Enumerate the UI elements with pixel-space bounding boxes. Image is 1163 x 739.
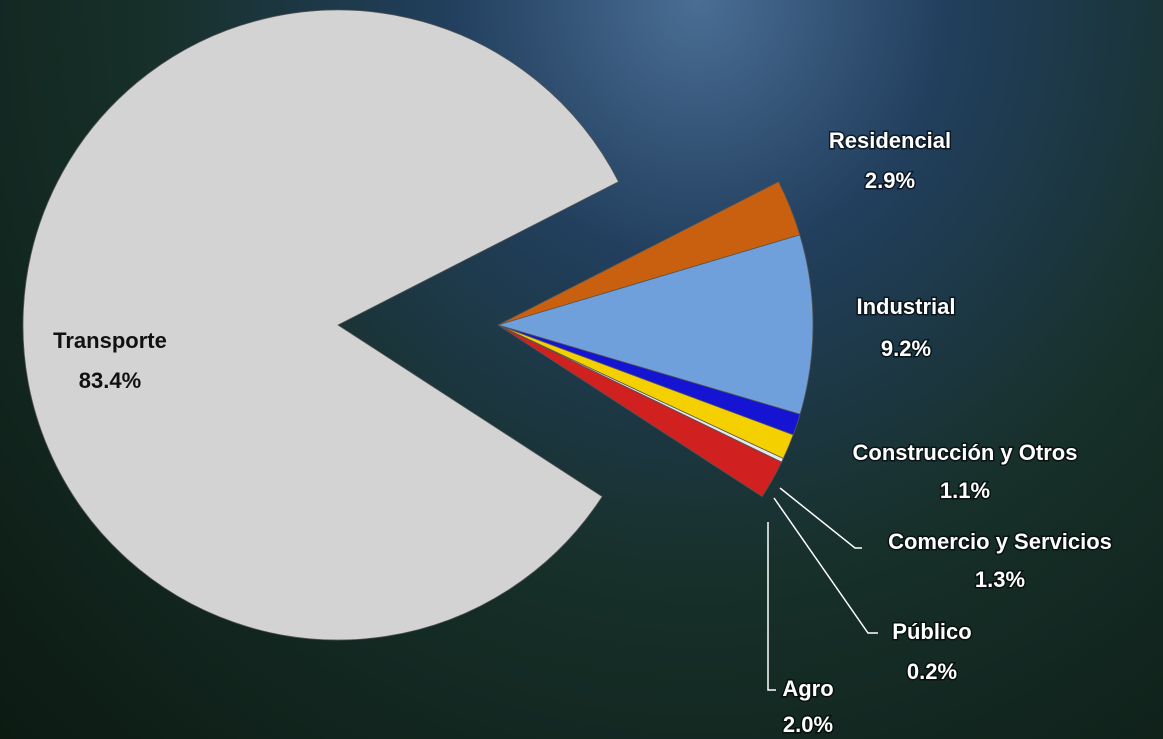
slice-value-label: 1.3%	[975, 567, 1025, 592]
slice-label: Industrial	[856, 294, 955, 319]
slice-label: Público	[892, 619, 971, 644]
slice-label: Agro	[782, 676, 833, 701]
slice-label: Construcción y Otros	[853, 440, 1078, 465]
leader-line	[779, 487, 862, 549]
slice-value-label: 83.4%	[79, 368, 141, 393]
leader-line	[773, 497, 878, 634]
slice-label: Comercio y Servicios	[888, 529, 1112, 554]
slice-value-label: 2.0%	[783, 712, 833, 737]
slice-value-label: 9.2%	[881, 336, 931, 361]
slice-value-label: 1.1%	[940, 478, 990, 503]
leader-line	[767, 522, 776, 691]
slice-label: Residencial	[829, 128, 951, 153]
slice-label: Transporte	[53, 328, 167, 353]
slice-value-label: 2.9%	[865, 168, 915, 193]
pie-slice	[497, 324, 783, 498]
pie-slice	[22, 9, 620, 641]
pie-slice	[496, 234, 814, 415]
slice-value-label: 0.2%	[907, 659, 957, 684]
